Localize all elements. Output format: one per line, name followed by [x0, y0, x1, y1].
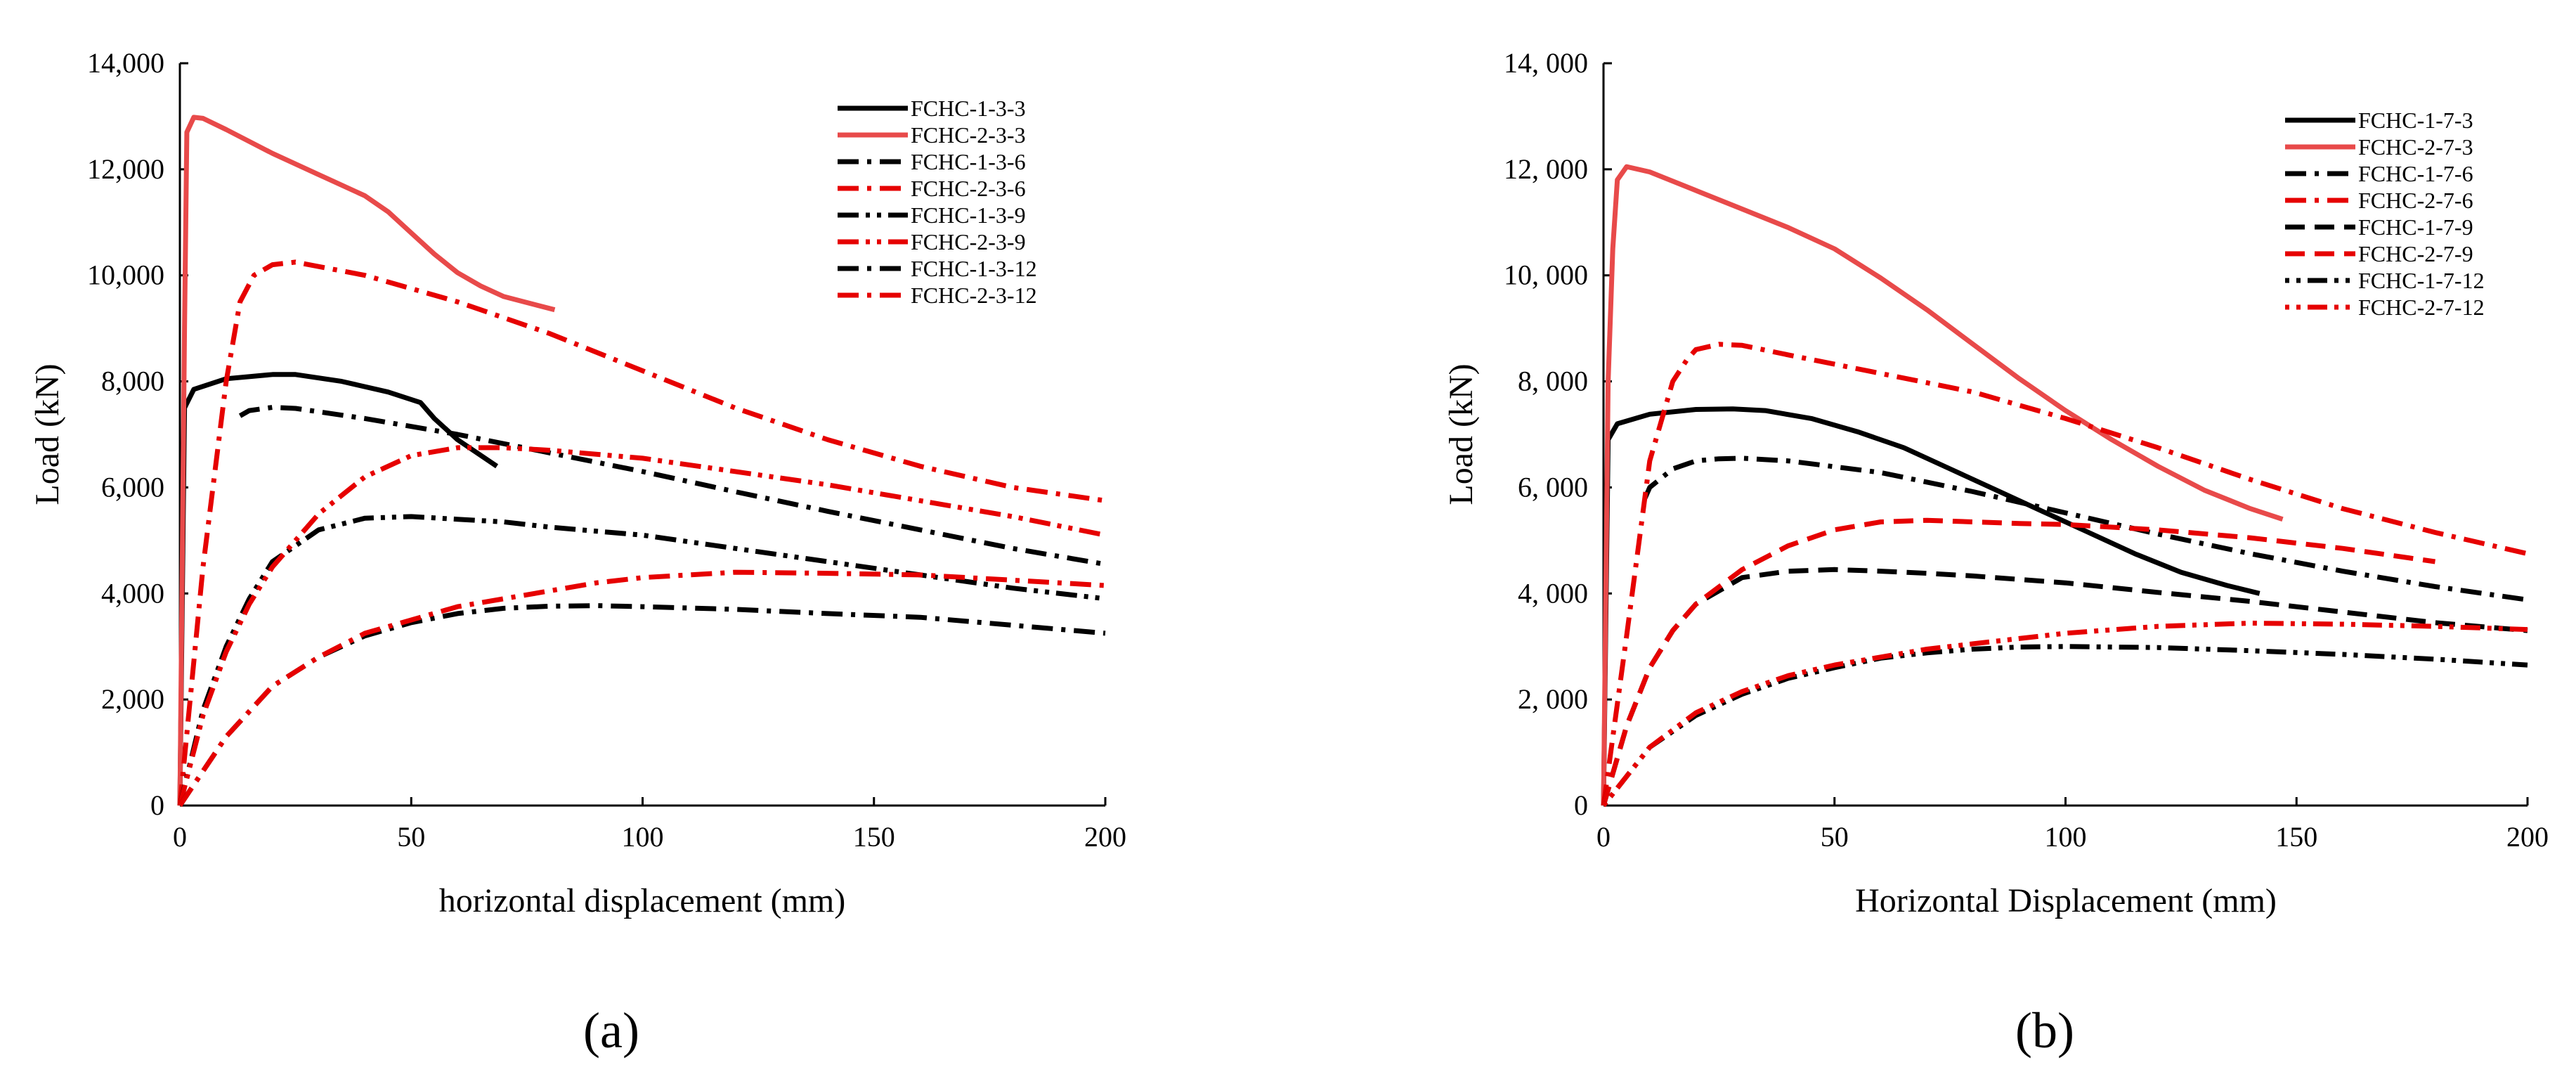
series-line-fchc-1-7-6: [1642, 455, 2528, 602]
x-tick-label: 0: [173, 821, 187, 853]
legend-label: FCHC-1-7-12: [2358, 268, 2485, 293]
legend-label: FCHC-1-3-12: [911, 256, 1037, 281]
chart-panel-a: 02,0004,0006,0008,00010,00012,00014,000 …: [29, 47, 1126, 1059]
series-line-fchc-2-7-9: [1601, 517, 2435, 806]
legend-label: FCHC-1-3-6: [911, 149, 1026, 174]
y-tick-label: 2, 000: [1518, 683, 1588, 715]
series-line-fchc-1-3-9: [177, 514, 1106, 806]
y-tick-label: 14, 000: [1504, 47, 1588, 79]
y-tick-label: 12, 000: [1504, 153, 1588, 185]
panel-label-a: (a): [583, 1002, 639, 1059]
x-tick-label: 0: [1596, 821, 1611, 853]
legend-label: FCHC-1-3-3: [911, 96, 1026, 121]
legend-label: FCHC-2-7-3: [2358, 134, 2473, 160]
x-tick-label: 200: [1084, 821, 1126, 853]
legend-b: FCHC-1-7-3FCHC-2-7-3FCHC-1-7-6FCHC-2-7-6…: [2285, 108, 2485, 320]
x-tick-label: 150: [853, 821, 895, 853]
series-line-fchc-1-7-9: [1601, 567, 2528, 806]
series-line-fchc-2-3-12: [178, 569, 1106, 807]
x-axis-title-b: Horizontal Displacement (mm): [1855, 882, 2277, 919]
y-axis-title-b: Load (kN): [1443, 363, 1480, 505]
legend-label: FCHC-2-7-6: [2358, 188, 2473, 213]
x-tick-label: 150: [2275, 821, 2317, 853]
legend-label: FCHC-2-3-6: [911, 176, 1026, 201]
y-tick-label: 4,000: [101, 577, 164, 609]
y-tick-label: 2,000: [101, 683, 164, 715]
series-line-fchc-2-7-3: [1601, 164, 2284, 806]
series-line-fchc-2-3-9: [177, 445, 1106, 806]
series-line-fchc-2-3-6: [177, 259, 1106, 806]
y-tick-label: 4, 000: [1518, 577, 1588, 609]
legend-label: FCHC-1-7-9: [2358, 214, 2473, 240]
legend-label: FCHC-2-7-9: [2358, 241, 2473, 266]
chart-panel-b: 0 2, 000 4, 000 6, 000 8, 000 10, 000 12, 000 1…: [1443, 47, 2549, 1059]
legend-label: FCHC-1-7-6: [2358, 161, 2473, 186]
y-axis-title-a: Load (kN): [29, 363, 66, 505]
legend-label: FCHC-1-7-3: [2358, 108, 2473, 133]
y-tick-label: 12,000: [87, 153, 164, 185]
legend-label: FCHC-2-3-3: [911, 122, 1026, 148]
series-line-fchc-1-7-3: [1601, 406, 2260, 806]
panel-label-b: (b): [2015, 1002, 2074, 1059]
series-line-fchc-1-7-12: [1601, 644, 2528, 808]
legend-label: FCHC-2-7-12: [2358, 295, 2485, 320]
y-tick-label: 8,000: [101, 366, 164, 397]
legend-label: FCHC-2-3-9: [911, 229, 1026, 254]
series-line-fchc-1-3-6: [238, 405, 1106, 567]
legend-label: FCHC-1-3-9: [911, 202, 1026, 228]
y-tick-label: 0: [1574, 789, 1588, 821]
series-line-fchc-2-7-12: [1601, 621, 2528, 808]
x-tick-label: 50: [1821, 821, 1849, 853]
x-tick-label: 100: [2045, 821, 2087, 853]
y-tick-label: 6, 000: [1518, 471, 1588, 503]
legend-label: FCHC-2-3-12: [911, 283, 1037, 308]
series-line-fchc-1-3-3: [177, 372, 499, 806]
y-tick-label: 0: [150, 789, 164, 821]
y-tick-label: 10, 000: [1504, 259, 1588, 291]
x-tick-label: 200: [2506, 821, 2549, 853]
x-tick-label: 100: [622, 821, 664, 853]
x-tick-label: 50: [397, 821, 425, 853]
series-line-fchc-2-7-6: [1601, 342, 2528, 806]
y-tick-label: 6,000: [101, 471, 164, 503]
x-axis-title-a: horizontal displacement (mm): [439, 882, 845, 919]
y-tick-label: 14,000: [87, 47, 164, 79]
series-line-fchc-2-3-3: [177, 115, 556, 806]
legend-a: FCHC-1-3-3FCHC-2-3-3FCHC-1-3-6FCHC-2-3-6…: [838, 96, 1037, 308]
y-tick-label: 10,000: [87, 259, 164, 291]
y-tick-label: 8, 000: [1518, 366, 1588, 397]
